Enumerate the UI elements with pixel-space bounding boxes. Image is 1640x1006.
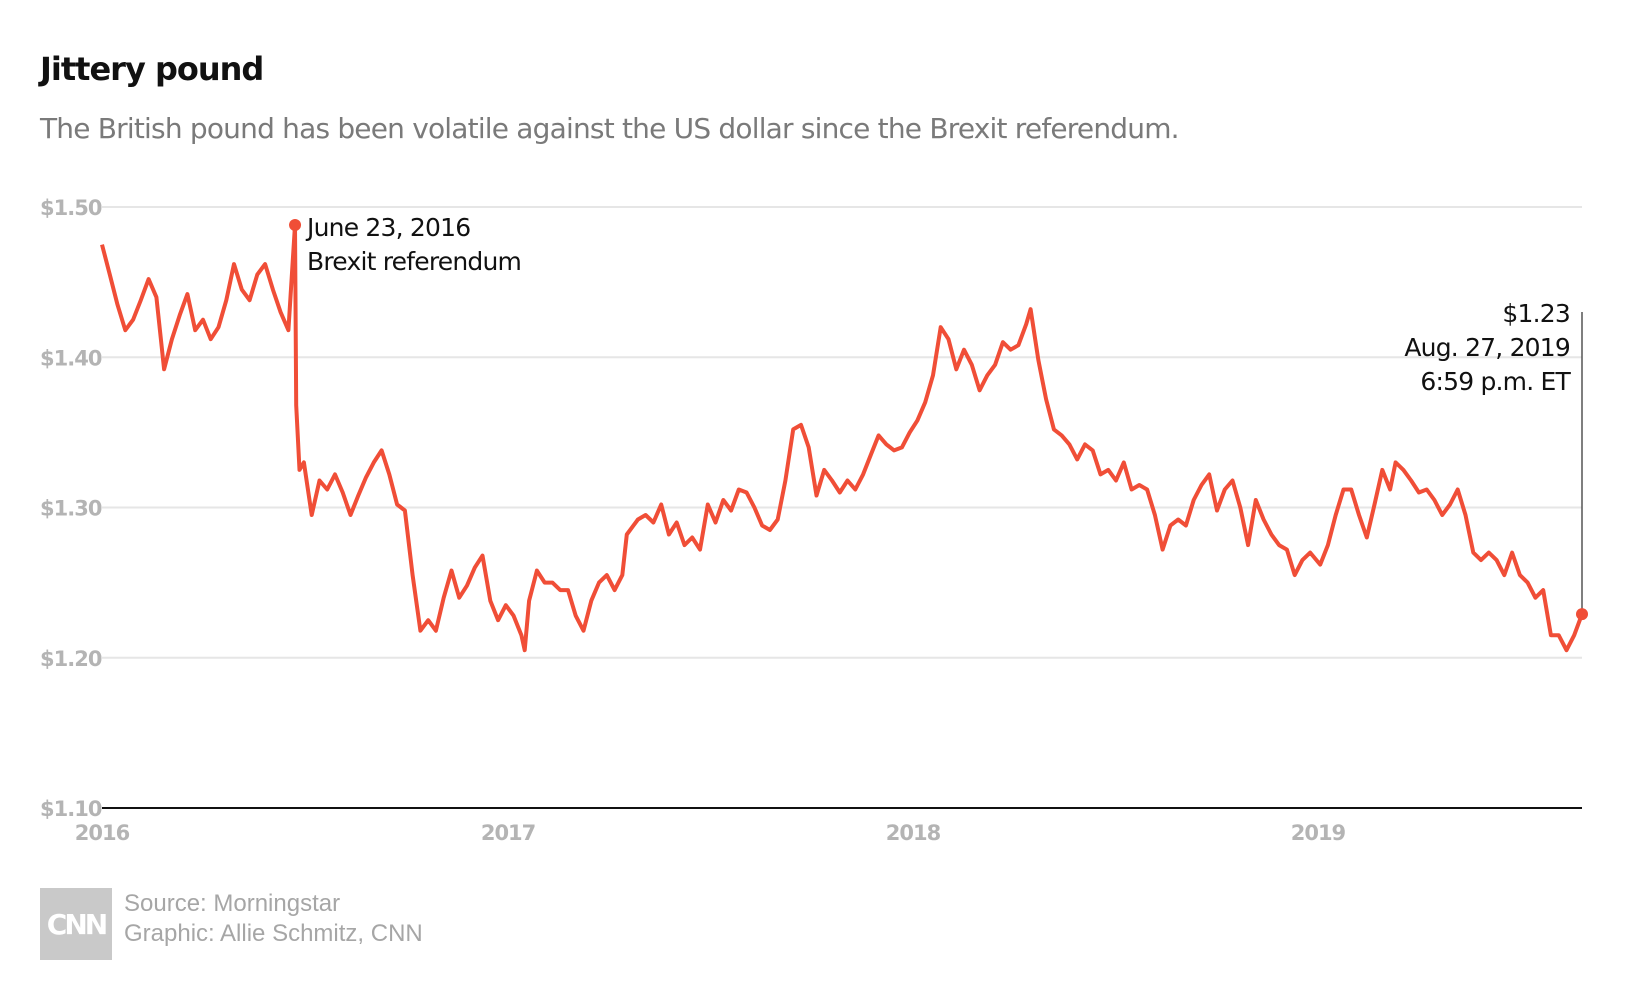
x-tick-label: 2017 <box>481 821 535 845</box>
x-axis-ticks: 2016 2017 2018 2019 <box>75 821 1347 845</box>
brexit-annotation-line: Brexit referendum <box>307 247 521 276</box>
y-tick-label: $1.10 <box>40 797 102 821</box>
chart-title: Jittery pound <box>40 50 264 88</box>
y-tick-label: $1.40 <box>40 346 102 370</box>
latest-annotation-line: 6:59 p.m. ET <box>1420 367 1571 396</box>
brexit-point-marker <box>289 219 302 232</box>
latest-annotation-line: Aug. 27, 2019 <box>1404 333 1570 362</box>
x-tick-label: 2018 <box>886 821 941 845</box>
latest-annotation-line: $1.23 <box>1502 299 1570 328</box>
latest-point-marker <box>1576 608 1588 621</box>
x-tick-label: 2016 <box>75 821 130 845</box>
graphic-credit: Graphic: Allie Schmitz, CNN <box>124 920 423 947</box>
annotations: June 23, 2016 Brexit referendum $1.23 Aug. … <box>289 213 1588 621</box>
chart-subtitle: The British pound has been volatile agai… <box>40 112 1180 145</box>
y-axis-ticks: $1.50 $1.40 $1.30 $1.20 $1.10 <box>40 196 103 821</box>
y-tick-label: $1.30 <box>40 497 102 521</box>
pound-series-line <box>100 223 1584 653</box>
source-credit: Source: Morningstar <box>124 890 341 917</box>
cnn-logo: CNN <box>40 888 112 960</box>
gridlines <box>102 206 1582 659</box>
y-tick-label: $1.20 <box>40 647 102 671</box>
y-tick-label: $1.50 <box>40 196 102 220</box>
x-tick-label: 2019 <box>1291 821 1346 845</box>
brexit-annotation-line: June 23, 2016 <box>305 213 470 242</box>
